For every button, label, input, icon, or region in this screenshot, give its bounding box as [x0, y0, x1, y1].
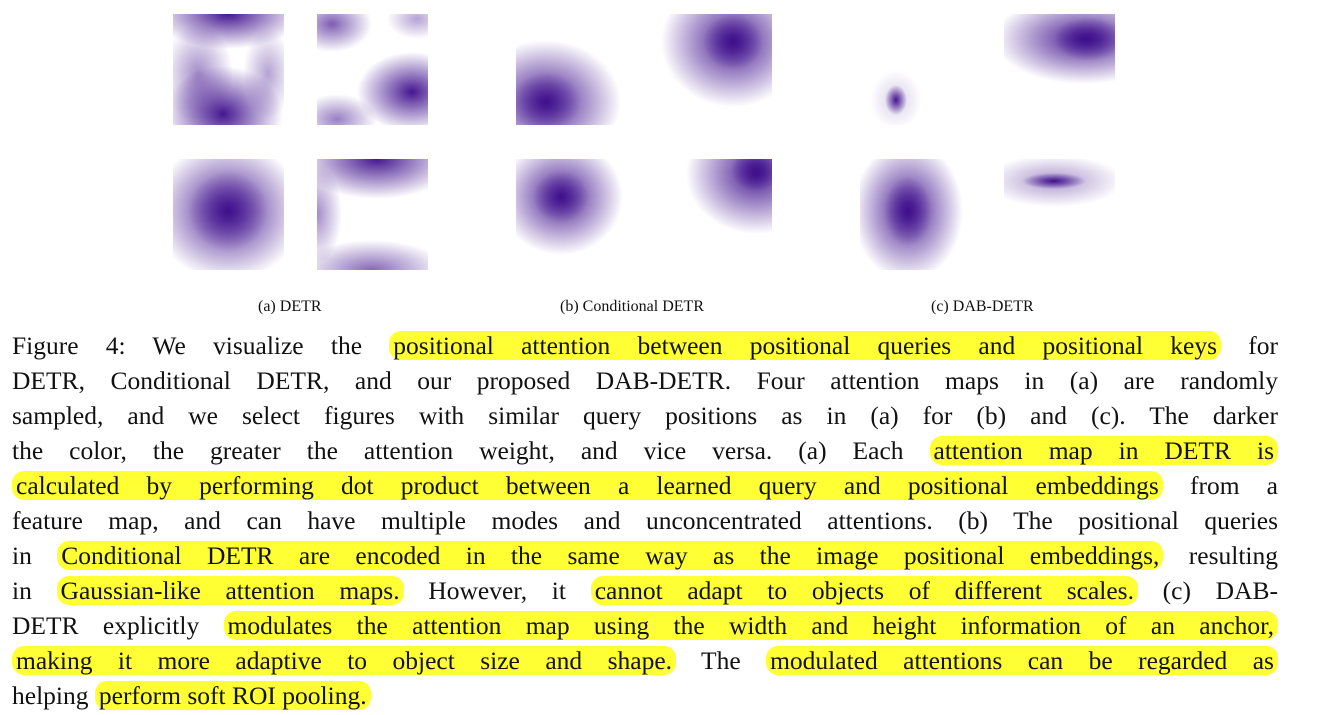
caption-text: Figure 4: We visualize the [12, 331, 390, 360]
dab-detr-attention-map-4 [1004, 159, 1115, 270]
caption-text: from a [1162, 471, 1279, 500]
dab-detr-attention-map-2 [1004, 14, 1115, 125]
conditional-detr-attention-map-4 [661, 159, 772, 270]
highlighted-text: perform soft ROI pooling. [94, 681, 371, 710]
conditional-detr-attention-map-1 [516, 14, 627, 125]
conditional-detr-attention-map-3 [516, 159, 627, 270]
caption-line: in Conditional DETR are encoded in the s… [12, 538, 1278, 573]
detr-attention-map-2 [317, 14, 428, 125]
caption-text: for [1221, 331, 1278, 360]
highlighted-text: positional attention between positional … [389, 331, 1222, 360]
subfigure-label-c: (c) DAB-DETR [931, 298, 1034, 315]
highlighted-text: cannot adapt to objects of different sca… [590, 576, 1138, 605]
subfigure-label-a: (a) DETR [258, 298, 322, 315]
highlighted-text: modulates the attention map using the wi… [223, 611, 1278, 640]
caption-text: DETR explicitly [12, 611, 224, 640]
detr-attention-map-4 [317, 159, 428, 270]
caption-text: DETR, Conditional DETR, and our proposed… [12, 366, 1278, 395]
caption-text: in [12, 541, 58, 570]
caption-text: sampled, and we select figures with simi… [12, 401, 1278, 430]
caption-text: resulting [1163, 541, 1278, 570]
caption-text: However, it [403, 576, 591, 605]
conditional-detr-attention-map-2 [661, 14, 772, 125]
caption-line: in Gaussian-like attention maps. However… [12, 573, 1278, 608]
caption-line: sampled, and we select figures with simi… [12, 398, 1278, 433]
highlighted-text: modulated attentions can be regarded as [766, 646, 1278, 675]
dab-detr-attention-map-3 [860, 159, 971, 270]
caption-line: the color, the greater the attention wei… [12, 433, 1278, 468]
highlighted-text: Gaussian-like attention maps. [56, 576, 404, 605]
caption-text: in [12, 576, 57, 605]
caption-text: the color, the greater the attention wei… [12, 436, 930, 465]
detr-attention-map-1 [173, 14, 284, 125]
caption-line: DETR, Conditional DETR, and our proposed… [12, 363, 1278, 398]
highlighted-text: attention map in DETR is [929, 436, 1278, 465]
subfigure-label-b: (b) Conditional DETR [560, 298, 704, 315]
detr-attention-map-3 [173, 159, 284, 270]
caption-line: making it more adaptive to object size a… [12, 643, 1278, 678]
caption-line: Figure 4: We visualize the positional at… [12, 328, 1278, 363]
highlighted-text: making it more adaptive to object size a… [12, 646, 677, 675]
dab-detr-attention-map-1 [860, 14, 971, 125]
caption-line: calculated by performing dot product bet… [12, 468, 1278, 503]
caption-line: feature map, and can have multiple modes… [12, 503, 1278, 538]
caption-text: helping [12, 681, 95, 710]
caption-line: helping perform soft ROI pooling. [12, 678, 1278, 713]
caption-text: The [676, 646, 767, 675]
caption-text: feature map, and can have multiple modes… [12, 506, 1278, 535]
highlighted-text: calculated by performing dot product bet… [12, 471, 1163, 500]
caption-line: DETR explicitly modulates the attention … [12, 608, 1278, 643]
figure-caption: Figure 4: We visualize the positional at… [12, 328, 1278, 713]
caption-text: (c) DAB- [1137, 576, 1279, 605]
highlighted-text: Conditional DETR are encoded in the same… [57, 541, 1164, 570]
